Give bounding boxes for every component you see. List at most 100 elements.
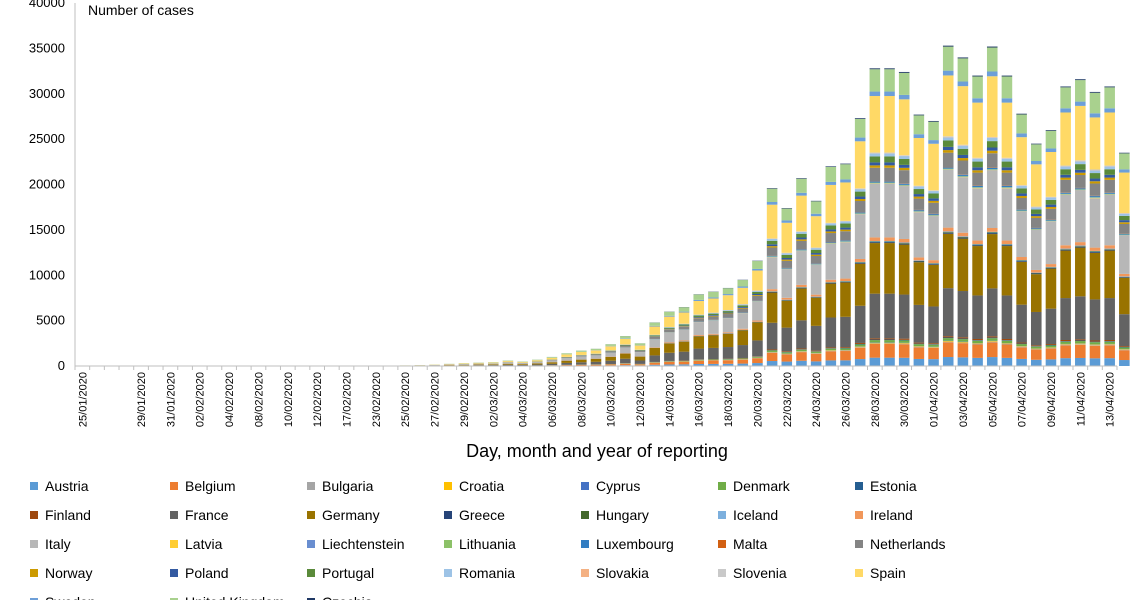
bar-segment [781, 327, 793, 352]
bar-segment [810, 353, 822, 362]
y-tick-label: 10000 [29, 267, 65, 282]
bar-segment [810, 264, 822, 295]
bar-segment [972, 338, 983, 341]
bar-segment [1045, 151, 1057, 197]
bar-segment [854, 201, 866, 213]
bar-segment [1119, 215, 1130, 221]
bar-segment [986, 288, 998, 337]
bar-segment [693, 315, 705, 317]
bar-segment [1016, 133, 1027, 138]
bar-segment [781, 361, 793, 366]
x-tick-label: 01/04/2020 [929, 372, 941, 427]
bar-segment [1030, 143, 1042, 145]
bar-segment [678, 329, 690, 341]
bar-segment [796, 239, 807, 241]
bar-segment [561, 365, 572, 366]
bar-segment [854, 189, 866, 192]
bar-segment [854, 347, 866, 360]
bar-segment [532, 364, 543, 366]
bar-segment [942, 231, 954, 233]
x-tick-label: 08/03/2020 [576, 372, 588, 427]
y-axis-label: Number of cases [88, 2, 194, 18]
bar-segment [796, 349, 807, 352]
bar-segment [693, 294, 705, 300]
bar-segment [708, 313, 719, 316]
bar-stack [1119, 152, 1130, 366]
bar-segment [986, 357, 998, 366]
bars [77, 45, 1130, 366]
bar-segment [664, 328, 675, 330]
bar-segment [825, 317, 837, 348]
bar-segment [1104, 86, 1115, 88]
bar-segment [884, 339, 895, 341]
bar-segment [502, 362, 514, 364]
bar-segment [678, 323, 690, 325]
bar-segment [1075, 242, 1086, 246]
bar-stack [884, 68, 895, 366]
legend-item: Italy [30, 536, 71, 552]
legend-label: Germany [322, 507, 380, 523]
bar-segment [693, 335, 705, 336]
bar-segment [664, 316, 675, 327]
bar-segment [972, 246, 983, 296]
bar-segment [1016, 197, 1027, 210]
bar-stack [590, 348, 602, 366]
bar-segment [840, 347, 851, 348]
bar-segment [898, 184, 910, 186]
bar-segment [1075, 343, 1086, 345]
bar-segment [737, 359, 749, 364]
bar-segment [1001, 76, 1013, 99]
bar-segment [1089, 345, 1101, 346]
bar-segment [752, 363, 763, 366]
bar-segment [576, 355, 587, 357]
x-tick-label: 23/02/2020 [371, 372, 383, 427]
bar-segment [737, 305, 749, 308]
bar-segment [854, 141, 866, 189]
bar-segment [942, 341, 954, 343]
bar-segment [869, 165, 881, 168]
bar-segment [1075, 246, 1086, 248]
bar-segment [766, 239, 778, 241]
bar-segment [796, 287, 807, 289]
bar-stack [620, 336, 631, 366]
bar-segment [1060, 340, 1071, 342]
bar-segment [898, 183, 910, 185]
bar-segment [1089, 170, 1101, 174]
bar-segment [869, 237, 881, 241]
bar-segment [1089, 341, 1101, 343]
bar-segment [1075, 339, 1086, 341]
bar-segment [942, 288, 954, 337]
bar-segment [766, 361, 778, 366]
bar-segment [737, 308, 749, 313]
bar-segment [693, 314, 705, 316]
bar-segment [1075, 164, 1086, 170]
legend-item: Spain [855, 565, 906, 581]
bar-segment [561, 357, 572, 359]
bar-segment [1030, 346, 1042, 349]
bar-segment [1104, 192, 1115, 194]
bar-segment [928, 198, 939, 201]
bar-segment [1045, 130, 1057, 131]
bar-segment [678, 325, 690, 327]
bar-segment [1104, 340, 1115, 342]
bar-segment [913, 342, 925, 344]
bar-segment [1089, 92, 1101, 114]
bar-segment [825, 351, 837, 361]
bar-segment [840, 240, 851, 242]
bar-segment [796, 233, 807, 238]
bar-segment [722, 359, 734, 360]
bar-segment [869, 243, 881, 294]
bar-segment [1119, 347, 1130, 350]
bar-segment [649, 326, 660, 335]
bar-segment [1060, 341, 1071, 342]
bar-segment [986, 136, 998, 138]
bar-segment [869, 242, 881, 244]
x-tick-label: 12/03/2020 [635, 372, 647, 427]
bar-segment [942, 341, 954, 342]
bar-segment [825, 229, 837, 232]
legend-swatch [855, 569, 863, 577]
bar-segment [972, 170, 983, 173]
bar-segment [781, 351, 793, 352]
bar-segment [957, 339, 969, 342]
bar-segment [898, 164, 910, 168]
